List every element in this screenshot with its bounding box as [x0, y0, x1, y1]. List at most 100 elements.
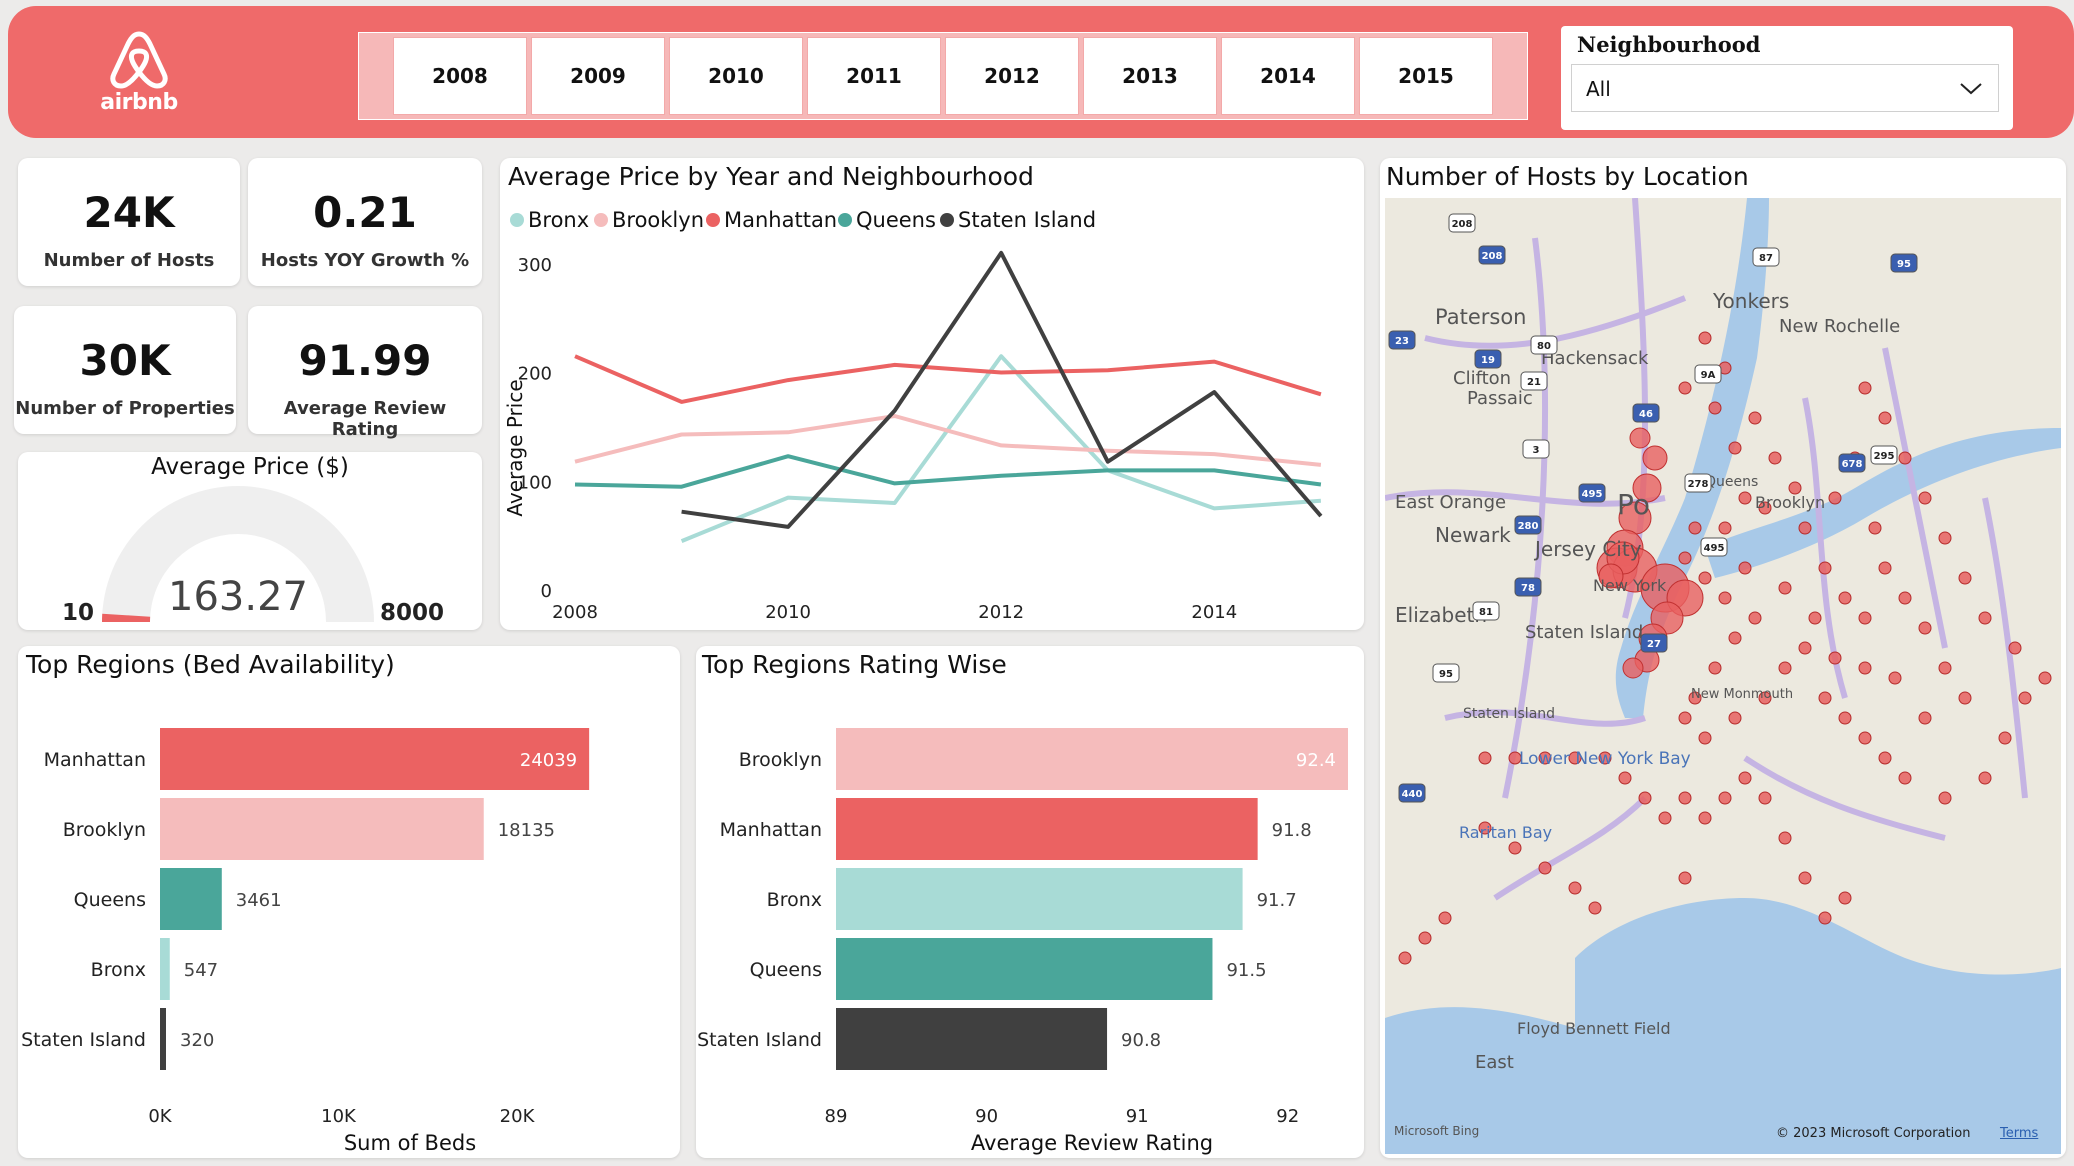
- neighbourhood-dropdown[interactable]: All: [1571, 64, 1999, 112]
- host-bubble[interactable]: [1868, 521, 1882, 535]
- host-bubble[interactable]: [1788, 481, 1802, 495]
- host-bubble[interactable]: [1818, 691, 1832, 705]
- host-bubble[interactable]: [1708, 661, 1722, 675]
- host-bubble[interactable]: [1858, 611, 1872, 625]
- host-bubble[interactable]: [1938, 531, 1952, 545]
- host-bubble[interactable]: [1758, 691, 1772, 705]
- year-button-2012[interactable]: 2012: [945, 37, 1079, 115]
- year-button-2011[interactable]: 2011: [807, 37, 941, 115]
- host-bubble[interactable]: [1918, 711, 1932, 725]
- host-bubble[interactable]: [1688, 521, 1702, 535]
- host-bubble[interactable]: [1718, 791, 1732, 805]
- host-bubble[interactable]: [1598, 563, 1624, 589]
- host-bubble[interactable]: [1858, 381, 1872, 395]
- host-bubble[interactable]: [1568, 751, 1582, 765]
- year-button-2010[interactable]: 2010: [669, 37, 803, 115]
- host-bubble[interactable]: [1938, 791, 1952, 805]
- host-bubble[interactable]: [1632, 473, 1662, 503]
- host-bubble[interactable]: [1678, 791, 1692, 805]
- host-bubble[interactable]: [1798, 521, 1812, 535]
- host-bubble[interactable]: [1898, 591, 1912, 605]
- host-bubble[interactable]: [1958, 571, 1972, 585]
- host-bubble[interactable]: [1478, 821, 1492, 835]
- host-bubble[interactable]: [1748, 411, 1762, 425]
- map-view[interactable]: Yonkers New Rochelle Paterson Hackensack Cli…: [1385, 198, 2061, 1154]
- host-bubble[interactable]: [1918, 621, 1932, 635]
- host-bubble[interactable]: [1698, 571, 1712, 585]
- bar-brooklyn[interactable]: [160, 798, 484, 860]
- host-bubble[interactable]: [1978, 611, 1992, 625]
- series-line-manhattan[interactable]: [574, 354, 1322, 404]
- bar-staten-island[interactable]: [836, 1008, 1108, 1070]
- year-button-2015[interactable]: 2015: [1359, 37, 1493, 115]
- host-bubble[interactable]: [2008, 641, 2022, 655]
- host-bubble[interactable]: [1728, 631, 1742, 645]
- host-bubble[interactable]: [1698, 811, 1712, 825]
- host-bubble[interactable]: [1568, 881, 1582, 895]
- host-bubble[interactable]: [1728, 441, 1742, 455]
- host-bubble[interactable]: [1658, 811, 1672, 825]
- host-bubble[interactable]: [1798, 871, 1812, 885]
- host-bubble[interactable]: [1678, 381, 1692, 395]
- host-bubble[interactable]: [1618, 771, 1632, 785]
- host-bubble[interactable]: [1629, 427, 1651, 449]
- host-bubble[interactable]: [1778, 581, 1792, 595]
- host-bubble[interactable]: [1958, 691, 1972, 705]
- host-bubble[interactable]: [1738, 491, 1752, 505]
- host-bubble[interactable]: [1738, 771, 1752, 785]
- host-bubble[interactable]: [1678, 711, 1692, 725]
- host-bubble[interactable]: [1918, 491, 1932, 505]
- host-bubble[interactable]: [1508, 841, 1522, 855]
- host-bubble[interactable]: [1828, 651, 1842, 665]
- host-bubble[interactable]: [1678, 871, 1692, 885]
- host-bubble[interactable]: [1808, 611, 1822, 625]
- year-button-2014[interactable]: 2014: [1221, 37, 1355, 115]
- host-bubble[interactable]: [1588, 901, 1602, 915]
- host-bubble[interactable]: [1622, 657, 1644, 679]
- host-bubble[interactable]: [1768, 451, 1782, 465]
- host-bubble[interactable]: [1508, 751, 1522, 765]
- legend-manhattan[interactable]: Manhattan: [706, 208, 837, 232]
- series-line-brooklyn[interactable]: [574, 414, 1322, 467]
- host-bubble[interactable]: [1838, 891, 1852, 905]
- legend-queens[interactable]: Queens: [838, 208, 936, 232]
- bar-bronx[interactable]: [836, 868, 1243, 930]
- host-bubble[interactable]: [1418, 931, 1432, 945]
- bar-brooklyn[interactable]: [836, 728, 1348, 790]
- host-bubble[interactable]: [1858, 661, 1872, 675]
- host-bubble[interactable]: [1838, 711, 1852, 725]
- host-bubble[interactable]: [1398, 951, 1412, 965]
- host-bubble[interactable]: [1978, 771, 1992, 785]
- host-bubble[interactable]: [1758, 791, 1772, 805]
- host-bubble[interactable]: [1888, 671, 1902, 685]
- host-bubble[interactable]: [1698, 331, 1712, 345]
- map-terms-link[interactable]: Terms: [2000, 1126, 2039, 1141]
- year-button-2013[interactable]: 2013: [1083, 37, 1217, 115]
- host-bubble[interactable]: [1678, 551, 1692, 565]
- year-button-2009[interactable]: 2009: [531, 37, 665, 115]
- host-bubble[interactable]: [1738, 561, 1752, 575]
- host-bubble[interactable]: [1778, 831, 1792, 845]
- host-bubble[interactable]: [1878, 751, 1892, 765]
- host-bubble[interactable]: [1758, 501, 1772, 515]
- bar-queens[interactable]: [160, 868, 222, 930]
- host-bubble[interactable]: [1438, 911, 1452, 925]
- host-bubble[interactable]: [1598, 751, 1612, 765]
- host-bubble[interactable]: [1688, 691, 1702, 705]
- host-bubble[interactable]: [1798, 641, 1812, 655]
- host-bubble[interactable]: [1478, 751, 1492, 765]
- host-bubble[interactable]: [1938, 661, 1952, 675]
- series-line-staten-island[interactable]: [681, 250, 1323, 529]
- bar-manhattan[interactable]: [836, 798, 1258, 860]
- host-bubble[interactable]: [1818, 561, 1832, 575]
- legend-bronx[interactable]: Bronx: [510, 208, 589, 232]
- bar-queens[interactable]: [836, 938, 1213, 1000]
- host-bubble[interactable]: [1898, 451, 1912, 465]
- host-bubble[interactable]: [1538, 751, 1552, 765]
- host-bubble[interactable]: [1708, 401, 1722, 415]
- host-bubble[interactable]: [1898, 771, 1912, 785]
- host-bubble[interactable]: [1858, 731, 1872, 745]
- bar-manhattan[interactable]: [160, 728, 590, 790]
- host-bubble[interactable]: [2018, 691, 2032, 705]
- host-bubble[interactable]: [1718, 521, 1732, 535]
